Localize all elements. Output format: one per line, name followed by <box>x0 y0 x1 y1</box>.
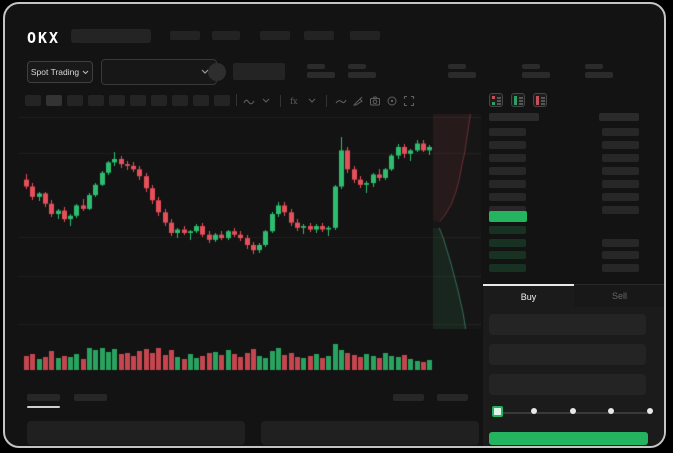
stat-label-placeholder <box>448 64 466 69</box>
bid-price-placeholder <box>489 226 526 234</box>
divider <box>280 95 281 107</box>
nav-item[interactable] <box>170 31 200 40</box>
interval-button[interactable] <box>109 95 125 106</box>
interval-button[interactable] <box>88 95 104 106</box>
bottom-panel <box>27 421 245 445</box>
ask-price-placeholder <box>489 128 526 136</box>
ask-price-placeholder <box>489 206 526 214</box>
coin-avatar <box>208 63 226 81</box>
interval-button[interactable] <box>193 95 209 106</box>
ask-amount-placeholder <box>602 128 639 136</box>
ask-price-placeholder <box>489 141 526 149</box>
ask-amount-placeholder <box>602 193 639 201</box>
order-form-input[interactable] <box>489 374 646 395</box>
indicators-chevron-icon[interactable] <box>305 94 319 108</box>
bottom-tab[interactable] <box>27 394 60 401</box>
indicators-icon[interactable]: fx <box>288 94 302 108</box>
market-type-selector[interactable]: Spot Trading <box>27 61 93 83</box>
chevron-down-icon <box>201 69 209 74</box>
chevron-down-icon <box>82 70 89 74</box>
book-header-price <box>489 113 539 121</box>
market-type-label: Spot Trading <box>30 67 80 77</box>
ask-amount-placeholder <box>602 154 639 162</box>
nav-item[interactable] <box>304 31 334 40</box>
last-price-highlight[interactable] <box>489 211 527 222</box>
bid-amount-placeholder <box>602 238 639 247</box>
book-asks-icon[interactable] <box>533 93 547 107</box>
book-header-amount <box>599 113 639 121</box>
tab-sell[interactable]: Sell <box>574 284 664 307</box>
interval-button[interactable] <box>214 95 230 106</box>
bottom-action[interactable] <box>437 394 468 401</box>
pair-name-placeholder <box>233 63 285 80</box>
stat-label-placeholder <box>348 64 366 69</box>
stat-value-placeholder <box>448 72 476 78</box>
ask-amount-placeholder <box>602 180 639 188</box>
interval-button[interactable] <box>46 95 62 106</box>
bid-price-placeholder <box>489 238 526 247</box>
interval-button[interactable] <box>130 95 146 106</box>
tab-sell-label: Sell <box>611 291 627 301</box>
slider-handle[interactable] <box>492 406 503 417</box>
camera-icon[interactable] <box>368 94 382 108</box>
stat-label-placeholder <box>307 64 325 69</box>
bottom-panel <box>261 421 479 445</box>
ask-amount-placeholder <box>602 141 639 149</box>
bid-price-placeholder <box>489 251 526 259</box>
svg-text:fx: fx <box>290 97 298 106</box>
slider-stop[interactable] <box>608 408 615 414</box>
stat-value-placeholder <box>348 72 376 78</box>
stat-label-placeholder <box>585 64 603 69</box>
book-bids-icon[interactable] <box>511 93 525 107</box>
slider-stop[interactable] <box>530 408 537 414</box>
draw-pencil-icon[interactable] <box>351 94 365 108</box>
ask-amount-placeholder <box>602 167 639 175</box>
divider <box>326 95 327 107</box>
order-form-input[interactable] <box>489 344 646 365</box>
tab-buy-label: Buy <box>520 291 537 302</box>
nav-item[interactable] <box>350 31 380 40</box>
ask-price-placeholder <box>489 193 526 201</box>
interval-button[interactable] <box>151 95 167 106</box>
line-tool-icon[interactable] <box>334 94 348 108</box>
buy-submit-button[interactable] <box>489 432 648 445</box>
ask-price-placeholder <box>489 154 526 162</box>
book-combined-icon[interactable] <box>489 93 503 107</box>
order-form-input[interactable] <box>489 314 646 335</box>
global-search-input[interactable] <box>71 29 151 43</box>
active-tab-underline <box>27 406 60 408</box>
chart-tool-icons: fx <box>242 94 416 108</box>
tab-buy[interactable]: Buy <box>483 284 574 307</box>
stat-value-placeholder <box>522 72 550 78</box>
bottom-tab[interactable] <box>74 394 107 401</box>
ask-price-placeholder <box>489 167 526 175</box>
ask-amount-placeholder <box>602 206 639 214</box>
bottom-action[interactable] <box>393 394 424 401</box>
trade-form <box>483 307 664 446</box>
chart-type-chevron-icon[interactable] <box>259 94 273 108</box>
interval-button[interactable] <box>67 95 83 106</box>
trade-tabs: Buy Sell <box>483 284 664 307</box>
slider-stop[interactable] <box>647 408 653 414</box>
slider-stop[interactable] <box>569 408 576 414</box>
app-window: OKX Spot Trading fx Buy <box>3 2 666 448</box>
bid-amount-placeholder <box>602 251 639 259</box>
stat-label-placeholder <box>522 64 540 69</box>
okx-logo: OKX <box>27 29 61 47</box>
bid-amount-placeholder <box>602 263 639 272</box>
interval-button[interactable] <box>25 95 41 106</box>
stat-value-placeholder <box>585 72 613 78</box>
nav-item[interactable] <box>260 31 290 40</box>
stat-value-placeholder <box>307 72 335 78</box>
target-icon[interactable] <box>385 94 399 108</box>
bid-price-placeholder <box>489 263 526 272</box>
ask-price-placeholder <box>489 180 526 188</box>
pair-dropdown[interactable] <box>101 59 217 85</box>
interval-button[interactable] <box>172 95 188 106</box>
chart-type-icon[interactable] <box>242 94 256 108</box>
nav-item[interactable] <box>212 31 240 40</box>
price-chart-canvas[interactable] <box>19 112 481 374</box>
divider <box>236 94 237 106</box>
fullscreen-icon[interactable] <box>402 94 416 108</box>
